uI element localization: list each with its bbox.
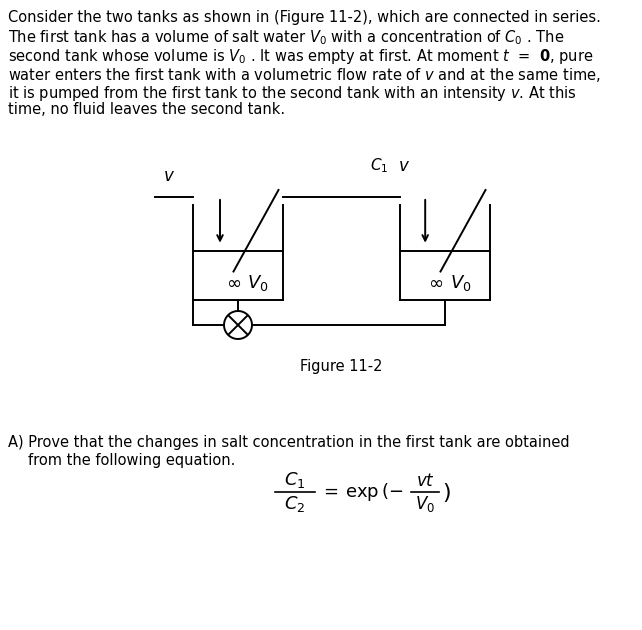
Text: $V_0$: $V_0$ — [449, 273, 471, 293]
Text: from the following equation.: from the following equation. — [28, 454, 236, 469]
Text: second tank whose volume is $\mathbf{\mathit{V_0}}$ . It was empty at first. At : second tank whose volume is $\mathbf{\ma… — [8, 47, 593, 66]
Text: $v$: $v$ — [163, 167, 175, 185]
Text: time, no fluid leaves the second tank.: time, no fluid leaves the second tank. — [8, 103, 285, 118]
Text: Consider the two tanks as shown in (Figure 11-2), which are connected in series.: Consider the two tanks as shown in (Figu… — [8, 10, 601, 25]
Text: $)$: $)$ — [442, 481, 451, 503]
Text: it is pumped from the first tank to the second tank with an intensity $\mathbf{\: it is pumped from the first tank to the … — [8, 84, 577, 103]
Text: water enters the first tank with a volumetric flow rate of $\mathbf{\mathit{v}}$: water enters the first tank with a volum… — [8, 66, 601, 84]
Text: $V_0$: $V_0$ — [415, 494, 435, 514]
Text: The first tank has a volume of salt water $\mathbf{\mathit{V_0}}$ with a concent: The first tank has a volume of salt wate… — [8, 28, 564, 47]
Text: $vt$: $vt$ — [415, 472, 435, 490]
Text: $C_1$: $C_1$ — [284, 470, 306, 490]
Text: $V_0$: $V_0$ — [247, 273, 268, 293]
Text: $C_1$: $C_1$ — [370, 156, 388, 175]
Text: $v$: $v$ — [398, 157, 410, 175]
Text: $\infty$: $\infty$ — [226, 274, 241, 292]
Text: Figure 11-2: Figure 11-2 — [300, 359, 383, 374]
Text: $\infty$: $\infty$ — [428, 274, 444, 292]
Text: $= \, \mathrm{exp}\,(-$: $= \, \mathrm{exp}\,(-$ — [320, 481, 403, 503]
Text: A) Prove that the changes in salt concentration in the first tank are obtained: A) Prove that the changes in salt concen… — [8, 435, 569, 450]
Text: $C_2$: $C_2$ — [284, 494, 306, 514]
